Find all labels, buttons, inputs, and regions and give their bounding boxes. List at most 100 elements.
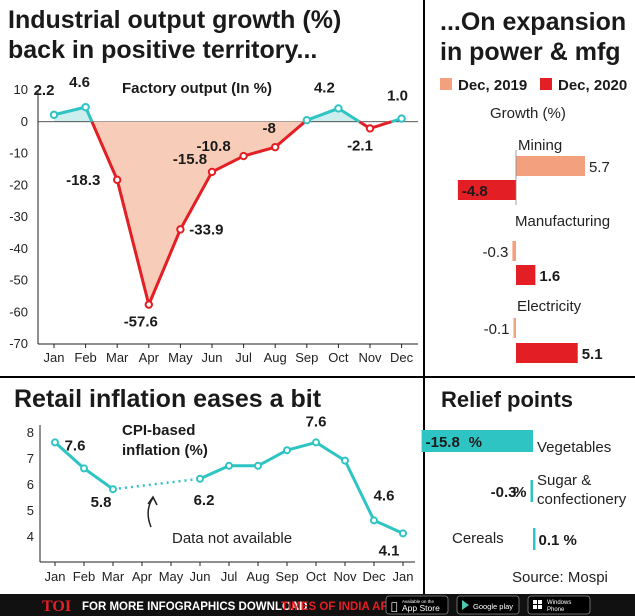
industrial-ytick: -60 xyxy=(9,304,28,319)
retail-xtick: Aug xyxy=(246,569,269,584)
retail-point xyxy=(196,474,204,483)
industrial-point-mar xyxy=(113,175,122,185)
industrial-ytick: -20 xyxy=(9,177,28,192)
retail-line-segment xyxy=(373,519,404,535)
retail-ytick: 5 xyxy=(27,503,34,518)
retail-gap-dotted-line xyxy=(112,477,201,491)
retail-xtick: Dec xyxy=(362,569,386,584)
industrial-line-segment xyxy=(274,120,306,149)
relief-bar-cereals xyxy=(533,528,536,550)
industrial-point-oct xyxy=(334,104,343,113)
retail-ytick: 8 xyxy=(27,425,34,440)
retail-label: 6.2 xyxy=(194,492,215,509)
retail-lines xyxy=(53,440,404,535)
legend-label-2019: Dec, 2019 xyxy=(458,77,527,94)
expansion-title-line2: in power & mfg xyxy=(440,38,621,66)
expansion-label: -0.1 xyxy=(484,321,510,338)
industrial-label-jul: -10.8 xyxy=(196,138,230,155)
industrial-label-dec: 1.0 xyxy=(387,88,408,105)
industrial-label-apr: -57.6 xyxy=(124,314,158,331)
industrial-ytick: -70 xyxy=(9,336,28,351)
retail-xtick: Nov xyxy=(333,569,357,584)
industrial-line-segment xyxy=(115,179,151,305)
retail-line-segment xyxy=(199,464,230,481)
relief-value-pct: % xyxy=(469,434,482,451)
industrial-xtick: Aug xyxy=(264,350,287,365)
retail-point xyxy=(341,456,349,465)
industrial-value-labels: 2.2 4.6 -18.3 -57.6 -33.9 -15.8-10.8 -8 4.2 -2.1… xyxy=(34,74,408,330)
expansion-bar-electricity-2019 xyxy=(513,318,516,338)
industrial-label-feb: 4.6 xyxy=(69,74,90,91)
industrial-xtick: Jul xyxy=(235,350,252,365)
industrial-xtick: Sep xyxy=(295,350,318,365)
industrial-line-segment xyxy=(147,228,182,306)
retail-ytick: 4 xyxy=(27,529,34,544)
windows-phone-badge[interactable]: Windows Phone xyxy=(527,595,591,615)
footer-canvas: TOI FOR MORE INFOGRAPHICS DOWNLOAD TIMES… xyxy=(42,595,591,615)
annotation-arrowhead xyxy=(147,495,158,506)
industrial-point-jun xyxy=(207,167,217,177)
expansion-bar-electricity-2020 xyxy=(516,343,578,363)
windows-phone-line2: Phone xyxy=(547,607,565,613)
retail-xtick: Sep xyxy=(275,569,298,584)
expansion-label: -4.8 xyxy=(462,183,488,200)
industrial-ytick: -10 xyxy=(9,146,28,161)
relief-value: 0.1 xyxy=(539,532,560,549)
relief-name-confectionery: confectionery xyxy=(537,491,627,508)
apple-icon:  xyxy=(391,600,398,613)
industrial-chart-title: Factory output (In %) xyxy=(122,80,272,97)
footer-app-name: TIMES OF INDIA APP xyxy=(281,601,396,613)
retail-xtick: Jan xyxy=(45,569,66,584)
industrial-line-segment xyxy=(90,121,119,181)
retail-point xyxy=(225,461,233,470)
industrial-axes: 10 0 -10 -20 -30 -40 -50 -60 -70 Jan Feb Mar Apr May J… xyxy=(9,82,418,365)
app-store-badge[interactable]:  Available on the App Store xyxy=(385,595,449,615)
industrial-point-may xyxy=(176,225,185,234)
retail-point xyxy=(254,461,262,470)
industrial-ytick: -40 xyxy=(9,241,28,256)
retail-label: 5.8 xyxy=(91,494,112,511)
industrial-ytick: 0 xyxy=(21,114,28,129)
retail-line-segment xyxy=(257,448,288,468)
industrial-point-dec xyxy=(397,114,406,123)
footer-text: FOR MORE INFOGRAPHICS DOWNLOAD xyxy=(82,601,308,613)
google-play-badge[interactable]: Google play xyxy=(456,595,520,615)
industrial-line-segment xyxy=(243,145,276,158)
relief-bar-vegetables xyxy=(421,430,533,452)
retail-xtick: Feb xyxy=(73,569,95,584)
industrial-point-nov xyxy=(365,124,375,133)
annotation-data-not-available: Data not available xyxy=(172,530,292,547)
expansion-group-manufacturing: Manufacturing xyxy=(515,213,610,230)
industrial-lines xyxy=(53,105,403,306)
expansion-bar-mining-2019 xyxy=(516,156,585,176)
relief-name-vegetables: Vegetables xyxy=(537,439,611,456)
expansion-label: 1.6 xyxy=(539,268,560,285)
retail-label: 4.6 xyxy=(374,487,395,504)
relief-value-pct: % xyxy=(564,532,577,549)
industrial-point-jan xyxy=(49,110,59,119)
retail-points xyxy=(51,438,407,538)
industrial-label-jan: 2.2 xyxy=(34,82,55,99)
industrial-title-line1: Industrial output growth (%) xyxy=(8,6,341,34)
industrial-label-nov: -2.1 xyxy=(347,137,373,154)
retail-xtick: Jun xyxy=(190,569,211,584)
retail-line-segment xyxy=(53,441,86,470)
industrial-xtick: Dec xyxy=(390,350,414,365)
retail-point xyxy=(370,516,378,525)
industrial-label-aug: -8 xyxy=(263,120,276,137)
relief-name-cereals: Cereals xyxy=(452,530,504,547)
industrial-point-feb xyxy=(81,102,90,112)
retail-ytick: 6 xyxy=(27,477,34,492)
industrial-negative-area xyxy=(91,121,307,305)
industrial-point-aug xyxy=(271,142,280,152)
expansion-bar-manufacturing-2020 xyxy=(516,265,536,285)
retail-xtick: Jul xyxy=(221,569,238,584)
app-store-small: Available on the xyxy=(402,599,434,604)
expansion-group-mining: Mining xyxy=(518,137,562,154)
retail-line-segment xyxy=(343,459,376,522)
retail-point xyxy=(283,446,291,455)
industrial-label-may: -33.9 xyxy=(189,221,223,238)
retail-line-segment xyxy=(286,440,317,452)
relief-value: -0.3 xyxy=(491,484,517,501)
